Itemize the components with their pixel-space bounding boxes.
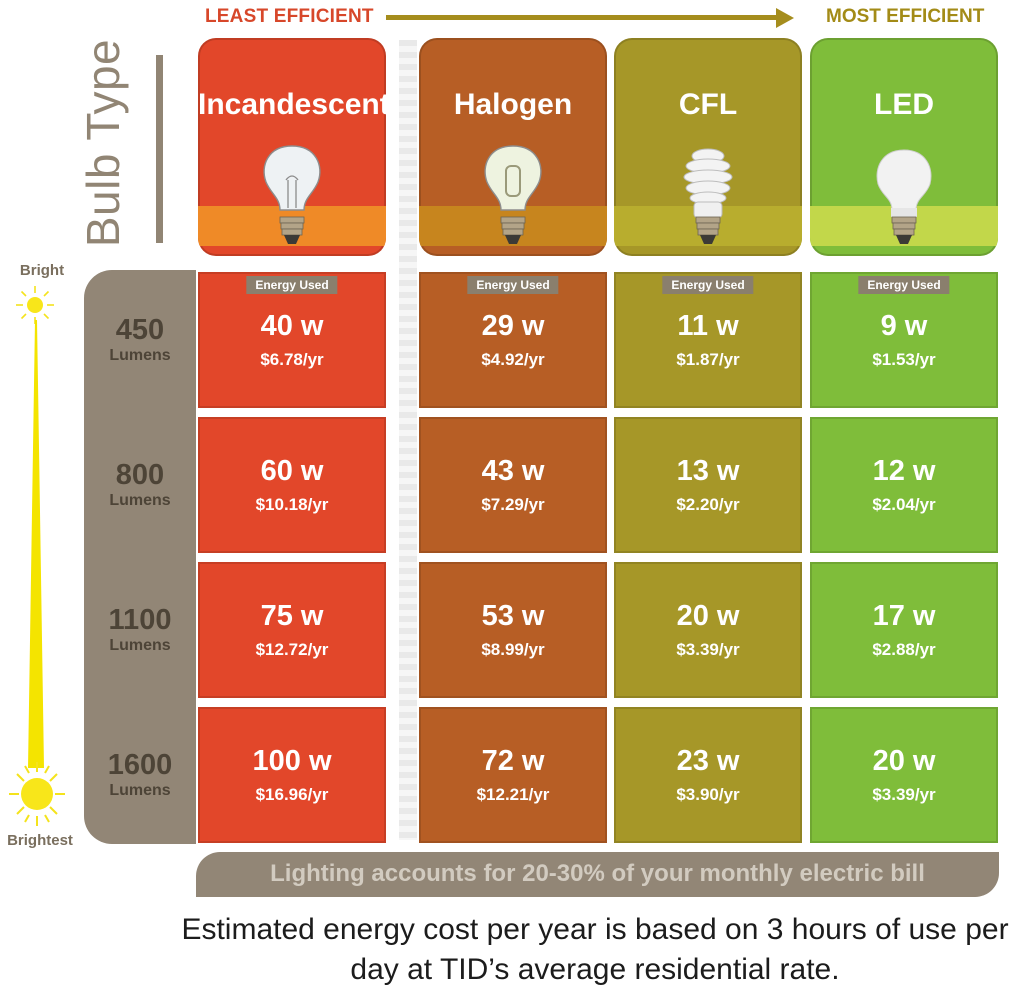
bulb-card-led: LED <box>810 38 998 256</box>
energy-cell: 43 w $7.29/yr <box>419 417 607 553</box>
watts-value: 29 w <box>481 310 545 342</box>
annual-cost-value: $1.53/yr <box>872 350 936 369</box>
watts-value: 13 w <box>676 455 740 487</box>
watts-value: 20 w <box>676 600 740 632</box>
lumens-rail <box>84 270 196 844</box>
bulb-card-title: CFL <box>678 88 738 121</box>
lumens-label: 1100 Lumens <box>84 604 196 656</box>
brightest-label: Brightest <box>7 832 73 849</box>
lumens-unit: Lumens <box>109 492 171 509</box>
energy-cell: 60 w $10.18/yr <box>198 417 386 553</box>
bulb-card-halogen: Halogen <box>419 38 607 256</box>
lumens-value: 800 <box>115 459 165 491</box>
annual-cost-value: $3.39/yr <box>872 785 936 804</box>
watts-value: 11 w <box>677 310 739 342</box>
energy-cell: 20 w $3.39/yr <box>614 562 802 698</box>
annual-cost-value: $3.90/yr <box>676 785 740 804</box>
estimate-note: Estimated energy cost per year is based … <box>181 913 1009 986</box>
least-efficient-label: LEAST EFFICIENT <box>205 6 374 27</box>
annual-cost-value: $2.88/yr <box>872 640 936 659</box>
watts-value: 53 w <box>481 600 545 632</box>
annual-cost-value: $7.29/yr <box>481 495 545 514</box>
bulb-card-title: Halogen <box>453 88 573 121</box>
annual-cost-value: $12.72/yr <box>255 640 329 659</box>
watts-value: 23 w <box>676 745 740 777</box>
energy-cell: 72 w $12.21/yr <box>419 707 607 843</box>
bulb-card-title: Incandescent <box>198 88 386 121</box>
energy-used-badge: Energy Used <box>662 276 754 294</box>
lumens-unit: Lumens <box>109 347 171 364</box>
led-bulb-icon <box>876 149 932 244</box>
lumens-value: 1600 <box>107 749 173 781</box>
energy-used-badge: Energy Used <box>246 276 338 294</box>
lumens-label: 450 Lumens <box>84 314 196 366</box>
energy-used-badge: Energy Used <box>467 276 559 294</box>
brightness-scale-icon <box>28 320 44 768</box>
annual-cost-value: $1.87/yr <box>676 350 740 369</box>
energy-cell: 100 w $16.96/yr <box>198 707 386 843</box>
watts-value: 40 w <box>260 310 324 342</box>
bulb-type-label-wrap: Bulb Type <box>68 38 138 248</box>
annual-cost-value: $12.21/yr <box>476 785 550 804</box>
bright-label: Bright <box>19 262 65 279</box>
cfl-bulb-icon <box>683 148 733 244</box>
bulb-card-incandescent: Incandescent <box>198 38 386 256</box>
annual-cost-value: $10.18/yr <box>255 495 329 514</box>
watts-value: 9 w <box>880 310 928 342</box>
watts-value: 12 w <box>872 455 936 487</box>
energy-cell: Energy Used 9 w $1.53/yr <box>810 272 998 408</box>
energy-cell: 53 w $8.99/yr <box>419 562 607 698</box>
lumens-value: 1100 <box>108 604 172 636</box>
halogen-bulb-icon <box>484 145 542 244</box>
bill-note-bar <box>196 852 999 897</box>
bulb-card-cfl: CFL <box>614 38 802 256</box>
annual-cost-value: $6.78/yr <box>260 350 324 369</box>
energy-cell: 75 w $12.72/yr <box>198 562 386 698</box>
large-sun-icon <box>9 762 65 826</box>
efficiency-arrow-head-icon <box>776 8 794 28</box>
watts-value: 17 w <box>872 600 936 632</box>
annual-cost-value: $2.04/yr <box>872 495 936 514</box>
most-efficient-label: MOST EFFICIENT <box>826 6 985 27</box>
incandescent-bulb-icon <box>263 145 321 244</box>
annual-cost-value: $3.39/yr <box>676 640 740 659</box>
watts-value: 43 w <box>481 455 545 487</box>
energy-used-badge: Energy Used <box>858 276 950 294</box>
energy-cell: 20 w $3.39/yr <box>810 707 998 843</box>
lumens-value: 450 <box>115 314 165 346</box>
watts-value: 60 w <box>260 455 324 487</box>
annual-cost-value: $16.96/yr <box>255 785 329 804</box>
bill-note: Lighting accounts for 20-30% of your mon… <box>270 860 925 887</box>
efficiency-arrow-line <box>386 15 778 20</box>
annual-cost-value: $8.99/yr <box>481 640 545 659</box>
energy-cell: 13 w $2.20/yr <box>614 417 802 553</box>
energy-cell: Energy Used 11 w $1.87/yr <box>614 272 802 408</box>
lumens-label: 1600 Lumens <box>84 749 196 801</box>
watts-value: 75 w <box>260 600 324 632</box>
watts-value: 20 w <box>872 745 936 777</box>
energy-cell: 12 w $2.04/yr <box>810 417 998 553</box>
annual-cost-value: $4.92/yr <box>481 350 545 369</box>
annual-cost-value: $2.20/yr <box>676 495 740 514</box>
lumens-label: 800 Lumens <box>84 459 196 511</box>
bulb-card-title: LED <box>874 88 934 121</box>
energy-cell: Energy Used 40 w $6.78/yr <box>198 272 386 408</box>
column-divider <box>399 40 417 840</box>
energy-cell: 17 w $2.88/yr <box>810 562 998 698</box>
bulb-type-label: Bulb Type <box>77 38 129 248</box>
bulb-type-bar <box>156 55 163 243</box>
lumens-unit: Lumens <box>109 782 171 799</box>
watts-value: 100 w <box>252 745 332 777</box>
energy-cell: 23 w $3.90/yr <box>614 707 802 843</box>
watts-value: 72 w <box>481 745 545 777</box>
lumens-unit: Lumens <box>109 637 171 654</box>
energy-cell: Energy Used 29 w $4.92/yr <box>419 272 607 408</box>
